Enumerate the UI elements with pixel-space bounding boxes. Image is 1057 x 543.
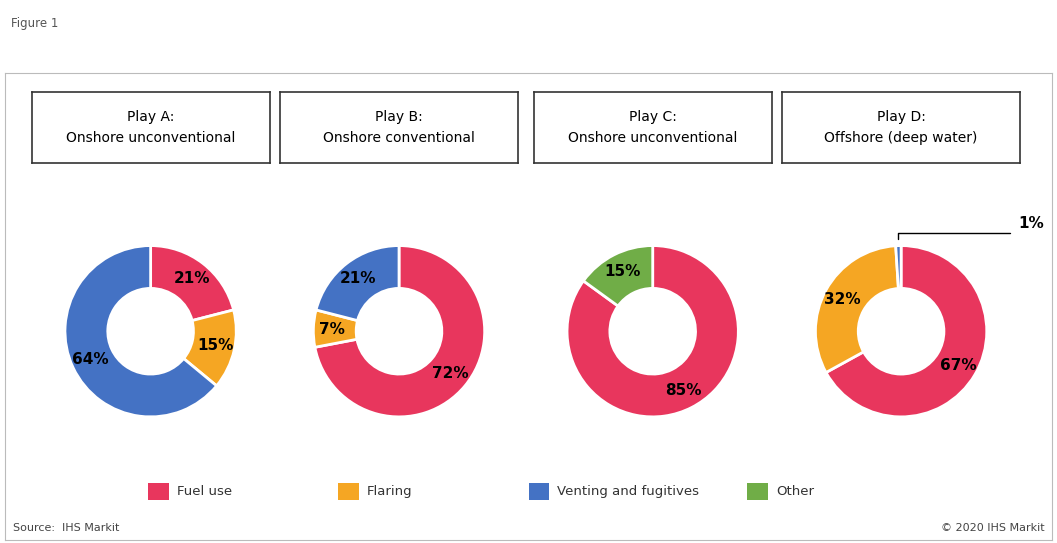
Text: Comparing the sources of GHG emissions  between select plays: Comparing the sources of GHG emissions b… bbox=[11, 39, 654, 56]
Text: Flaring: Flaring bbox=[367, 485, 412, 498]
Wedge shape bbox=[826, 245, 987, 417]
Text: © 2020 IHS Markit: © 2020 IHS Markit bbox=[941, 523, 1044, 533]
Text: 1%: 1% bbox=[1019, 216, 1044, 231]
Text: Fuel use: Fuel use bbox=[177, 485, 231, 498]
Text: 21%: 21% bbox=[173, 271, 210, 286]
Text: Source:  IHS Markit: Source: IHS Markit bbox=[13, 523, 119, 533]
Bar bbox=[148, 483, 169, 500]
Wedge shape bbox=[150, 245, 234, 320]
Bar bbox=[747, 483, 768, 500]
Text: Play A:
Onshore unconventional: Play A: Onshore unconventional bbox=[66, 110, 236, 145]
Text: 85%: 85% bbox=[665, 383, 701, 398]
Text: Venting and fugitives: Venting and fugitives bbox=[557, 485, 699, 498]
Bar bbox=[338, 483, 359, 500]
Text: 15%: 15% bbox=[605, 264, 641, 279]
Wedge shape bbox=[313, 310, 357, 348]
Text: 15%: 15% bbox=[198, 338, 234, 353]
Wedge shape bbox=[583, 245, 653, 306]
Text: 7%: 7% bbox=[319, 321, 346, 337]
Text: 32%: 32% bbox=[824, 292, 860, 307]
Wedge shape bbox=[815, 246, 898, 372]
Text: Figure 1: Figure 1 bbox=[11, 17, 58, 30]
Wedge shape bbox=[184, 310, 237, 386]
Bar bbox=[528, 483, 550, 500]
Wedge shape bbox=[64, 245, 217, 417]
Text: 67%: 67% bbox=[941, 358, 977, 372]
Wedge shape bbox=[567, 245, 739, 417]
Text: 64%: 64% bbox=[72, 352, 109, 367]
Text: Play B:
Onshore conventional: Play B: Onshore conventional bbox=[323, 110, 475, 145]
Wedge shape bbox=[895, 245, 902, 288]
Wedge shape bbox=[316, 245, 400, 320]
Text: Play D:
Offshore (deep water): Play D: Offshore (deep water) bbox=[824, 110, 978, 145]
Text: 21%: 21% bbox=[339, 271, 376, 286]
Text: Other: Other bbox=[776, 485, 814, 498]
Text: 72%: 72% bbox=[432, 367, 469, 381]
Text: Play C:
Onshore unconventional: Play C: Onshore unconventional bbox=[568, 110, 738, 145]
Wedge shape bbox=[315, 245, 485, 417]
